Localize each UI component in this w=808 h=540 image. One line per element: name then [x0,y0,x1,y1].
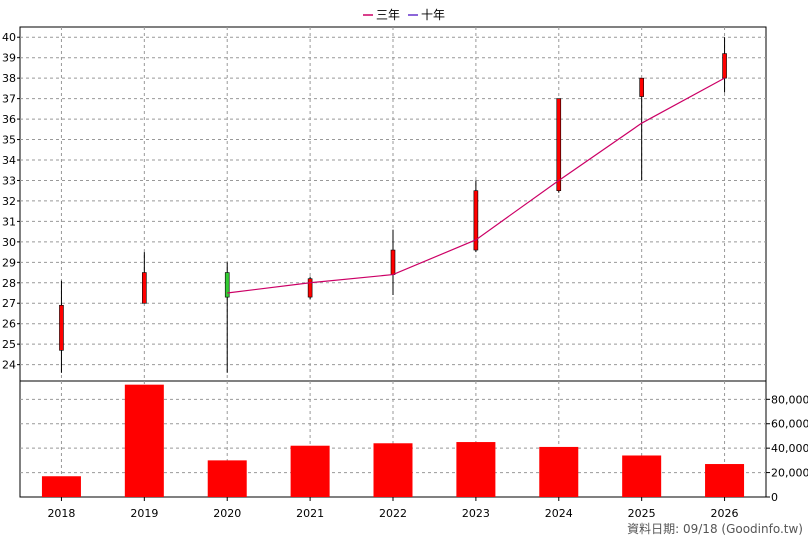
volume-tick-label: 60,000 [771,418,808,431]
volume-bar-2019 [124,384,164,497]
volume-tick-label: 20,000 [771,467,808,480]
price-tick-label: 37 [2,93,16,106]
volume-bar-2024 [539,446,579,497]
candle-body-2024 [556,98,562,191]
x-tick-label: 2024 [545,507,573,520]
x-tick-label: 2025 [628,507,656,520]
price-tick-label: 38 [2,72,16,85]
price-panel: 24 25 26 27 28 29 30 31 32 33 34 35 36 37 38 39 40 [2,26,767,382]
volume-bar-2022 [373,443,413,497]
price-tick-label: 35 [2,134,16,147]
price-tick-label: 36 [2,113,16,126]
legend-label-three-year: 三年 [376,8,400,22]
x-tick-label: 2021 [296,507,324,520]
candle-body-2021 [307,278,313,298]
price-tick-label: 34 [2,154,16,167]
price-tick-label: 27 [2,297,16,310]
candle-body-2019 [142,272,147,304]
volume-bar-2023 [456,442,496,497]
volume-bar-2025 [622,455,662,497]
volume-tick-label: 40,000 [771,442,808,455]
legend-label-ten-year: 十年 [421,8,445,22]
price-tick-label: 40 [2,31,16,44]
volume-bar-2018 [41,476,81,497]
volume-tick-label: 0 [771,491,778,504]
volume-panel: 0 20,000 40,000 60,000 80,000 [19,380,808,504]
volume-tick-label: 80,000 [771,393,808,406]
candle-body-2022 [390,249,396,275]
x-tick-label: 2019 [130,507,158,520]
candle-body-2025 [639,77,644,97]
price-tick-label: 33 [2,174,16,187]
x-axis: 2018 2019 2020 2021 2022 2023 2024 2025 2026 [47,497,739,520]
price-tick-label: 24 [2,359,16,372]
volume-bar-2021 [290,445,330,497]
price-tick-label: 30 [2,236,16,249]
price-tick-label: 39 [2,52,16,65]
price-tick-label: 32 [2,195,16,208]
x-tick-label: 2026 [711,507,739,520]
candle-body-2023 [473,190,479,251]
price-tick-label: 28 [2,277,16,290]
x-tick-label: 2022 [379,507,407,520]
price-tick-label: 25 [2,338,16,351]
x-tick-label: 2018 [47,507,75,520]
volume-bar-2026 [705,464,745,497]
candle-body-2018 [59,304,64,351]
price-tick-label: 31 [2,215,16,228]
x-tick-label: 2023 [462,507,490,520]
legend: 三年 十年 [363,8,445,22]
price-tick-label: 29 [2,256,16,269]
average-line-0 [227,77,725,294]
x-tick-label: 2020 [213,507,241,520]
volume-bar-2020 [207,460,247,497]
candle-body-2026 [722,53,727,79]
candle-body-2020 [224,272,230,298]
price-tick-label: 26 [2,318,16,331]
data-date-footer: 資料日期: 09/18 (Goodinfo.tw) [627,522,803,536]
